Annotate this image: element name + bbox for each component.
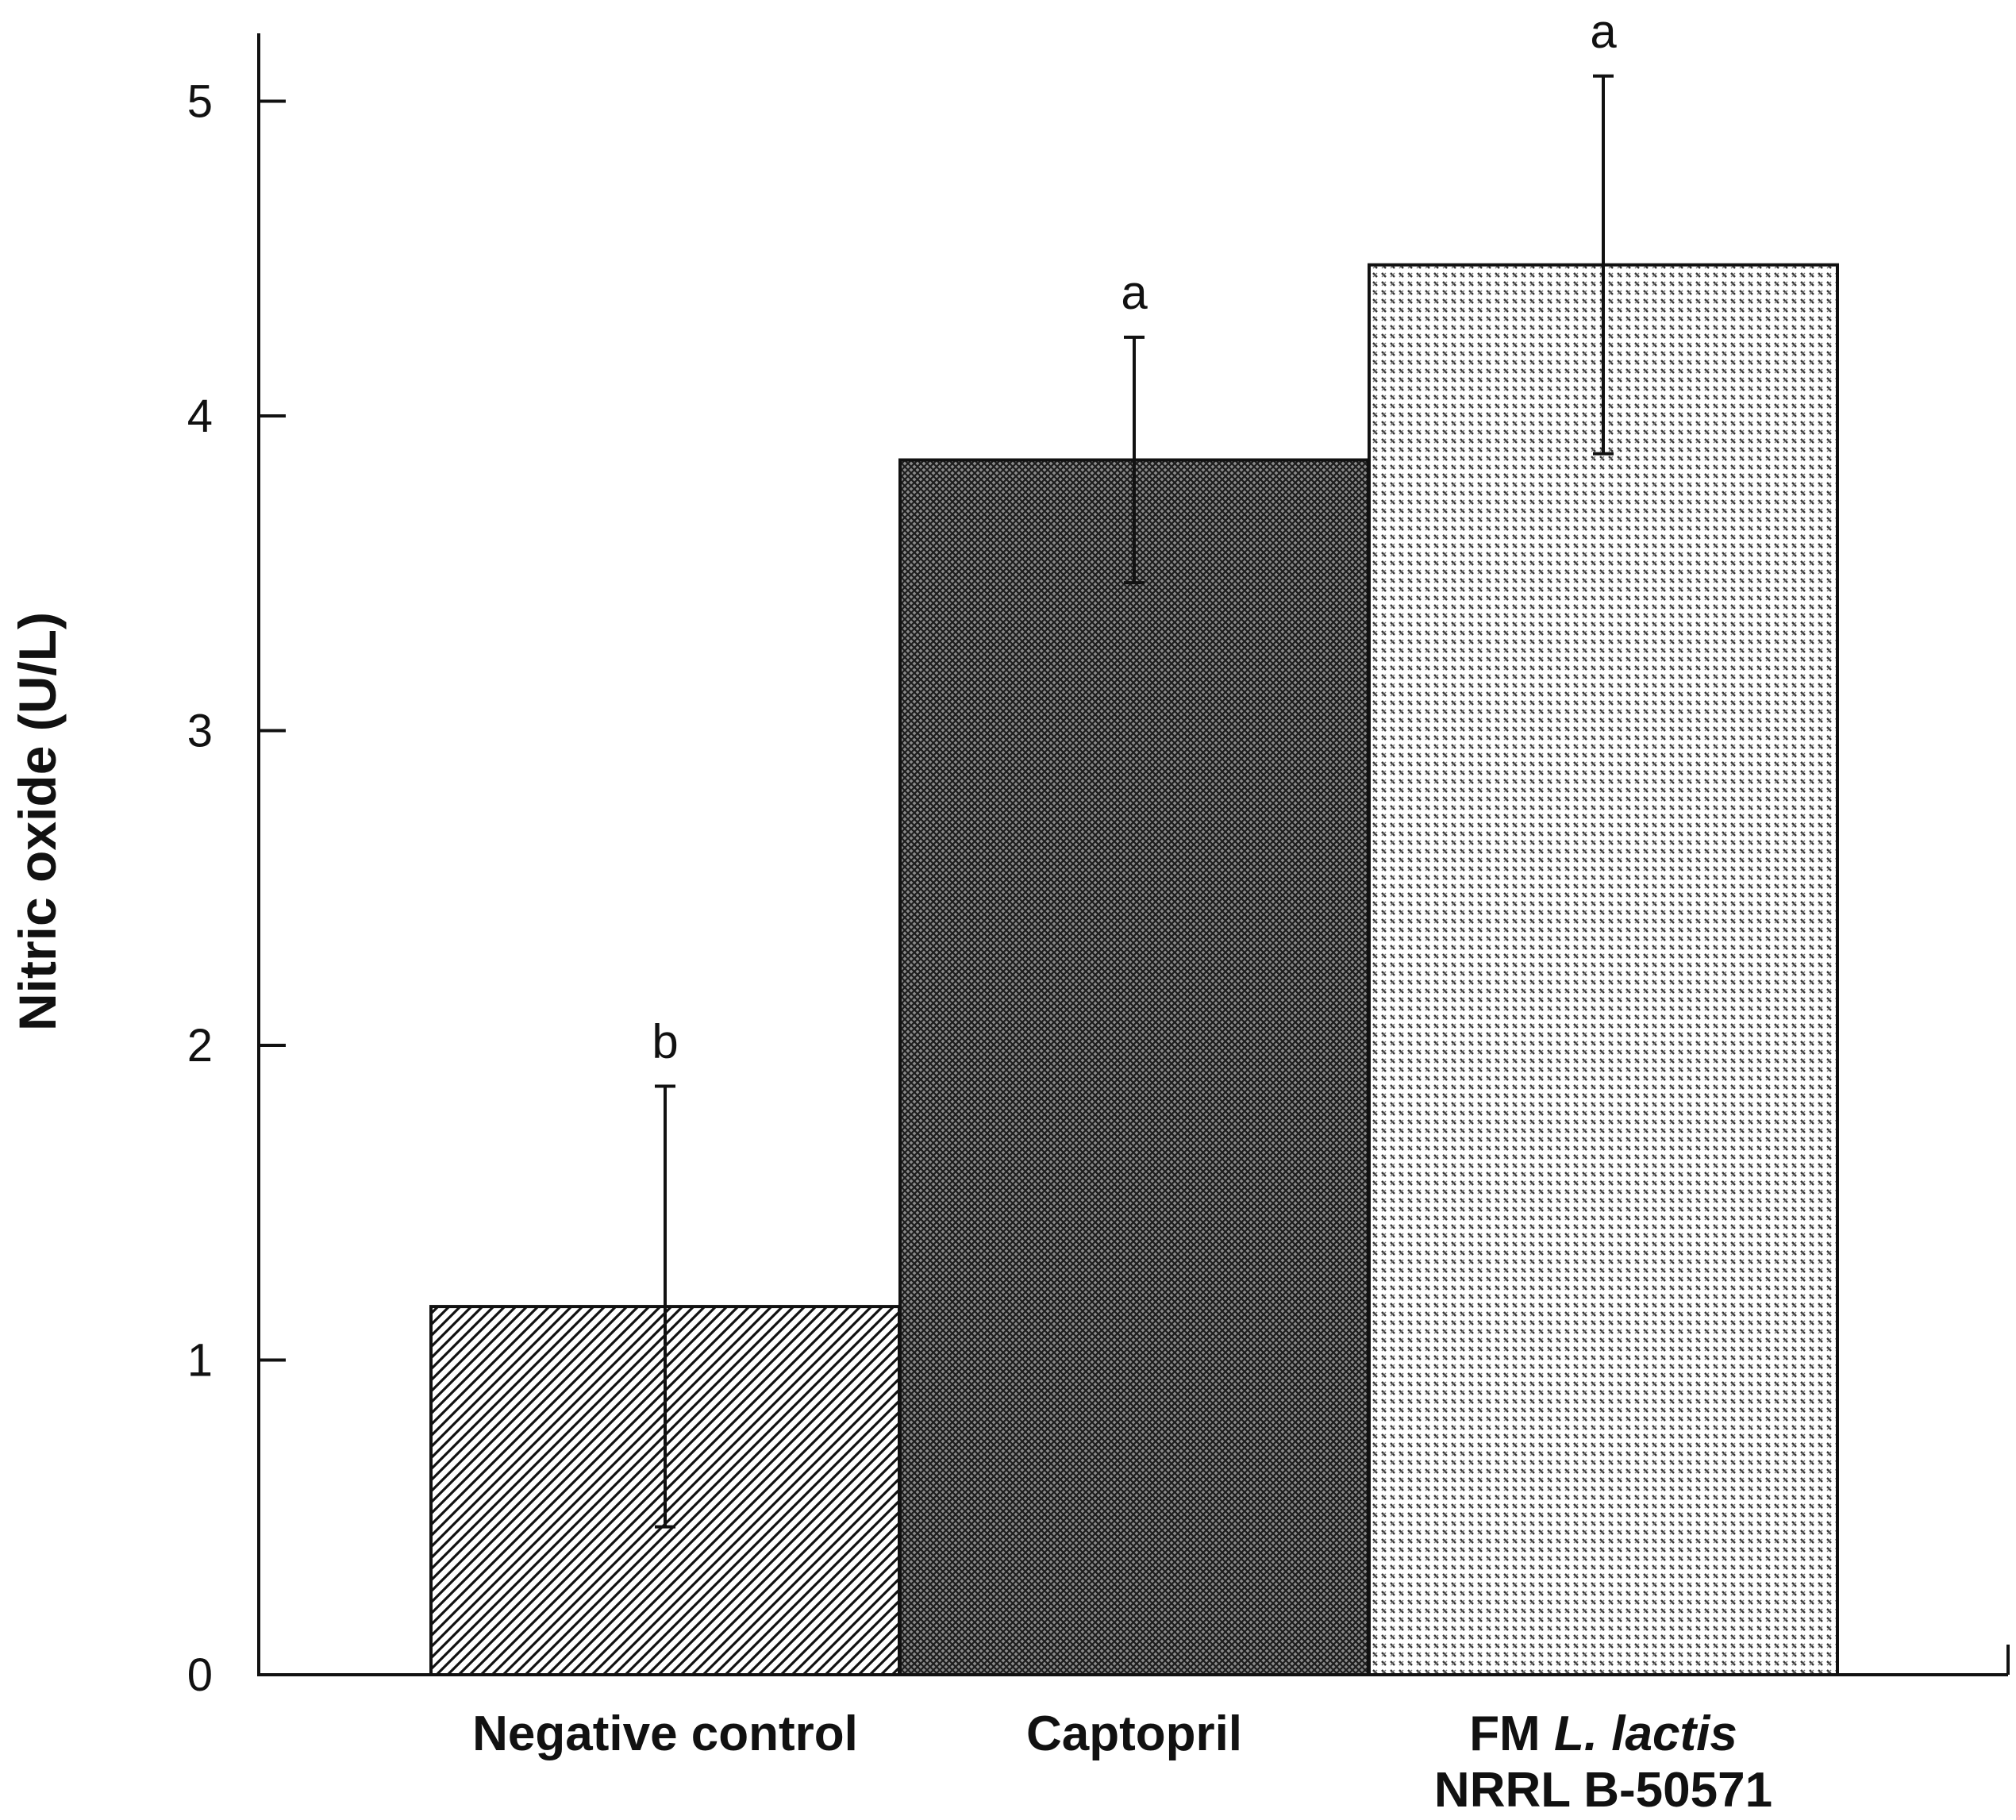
- significance-label: a: [1590, 5, 1617, 58]
- y-tick-label: 1: [187, 1335, 213, 1387]
- bar: [898, 458, 1370, 1676]
- significance-label: a: [1121, 266, 1148, 319]
- y-tick-label: 5: [187, 76, 213, 128]
- y-tick-label: 2: [187, 1020, 213, 1072]
- bar: [1368, 263, 1839, 1676]
- category-label: FM L. lactis: [1469, 1706, 1737, 1761]
- category-label: Captopril: [1026, 1706, 1242, 1761]
- category-label: Negative control: [472, 1706, 858, 1761]
- y-tick-label: 4: [187, 391, 213, 442]
- y-axis-label: Nitric oxide (U/L): [8, 612, 67, 1031]
- significance-label: b: [652, 1015, 678, 1068]
- y-tick-label: 0: [187, 1649, 213, 1701]
- y-tick-label: 3: [187, 706, 213, 757]
- category-label-line2: NRRL B-50571: [1434, 1763, 1772, 1818]
